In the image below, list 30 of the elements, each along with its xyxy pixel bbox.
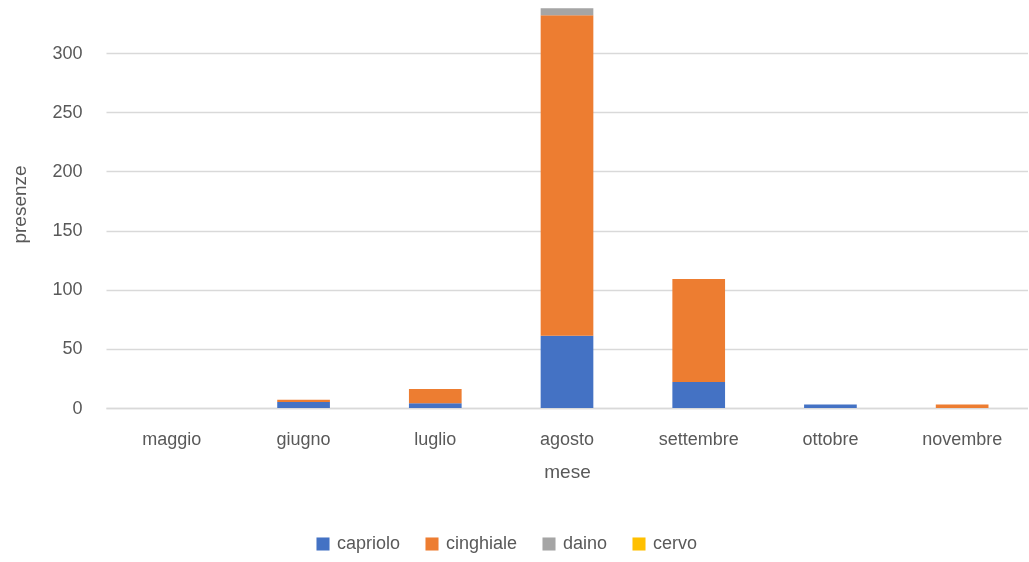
bar — [540, 335, 594, 408]
bar — [408, 389, 462, 404]
y-tick-label: 100 — [52, 279, 83, 300]
x-axis-title: mese — [544, 460, 591, 482]
y-tick-label: 250 — [52, 101, 83, 122]
x-tick-label: luglio — [414, 428, 457, 449]
bar — [672, 279, 726, 382]
x-tick-label: agosto — [539, 428, 595, 449]
bar — [277, 402, 330, 408]
bar — [540, 15, 594, 336]
y-tick-label: 150 — [52, 220, 83, 241]
x-tick-label: giugno — [276, 428, 331, 449]
bar — [935, 404, 989, 408]
x-tick-label: novembre — [922, 428, 1003, 449]
bar — [408, 403, 462, 408]
bar — [804, 404, 857, 408]
legend-label: capriolo — [337, 533, 401, 553]
x-tick-label: settembre — [658, 428, 739, 449]
legend-label: cervo — [653, 533, 698, 553]
y-tick-label: 50 — [62, 338, 83, 359]
y-tick-label: 200 — [52, 160, 83, 181]
x-tick-label: maggio — [142, 428, 202, 449]
bar — [540, 8, 594, 16]
bar — [672, 381, 726, 408]
y-tick-label: 300 — [52, 42, 83, 63]
legend-label: cinghiale — [446, 533, 518, 553]
y-tick-label: 0 — [72, 397, 83, 418]
x-tick-label: ottobre — [802, 428, 859, 449]
y-axis-title: presenze — [9, 165, 31, 244]
legend-label: daino — [563, 533, 608, 553]
